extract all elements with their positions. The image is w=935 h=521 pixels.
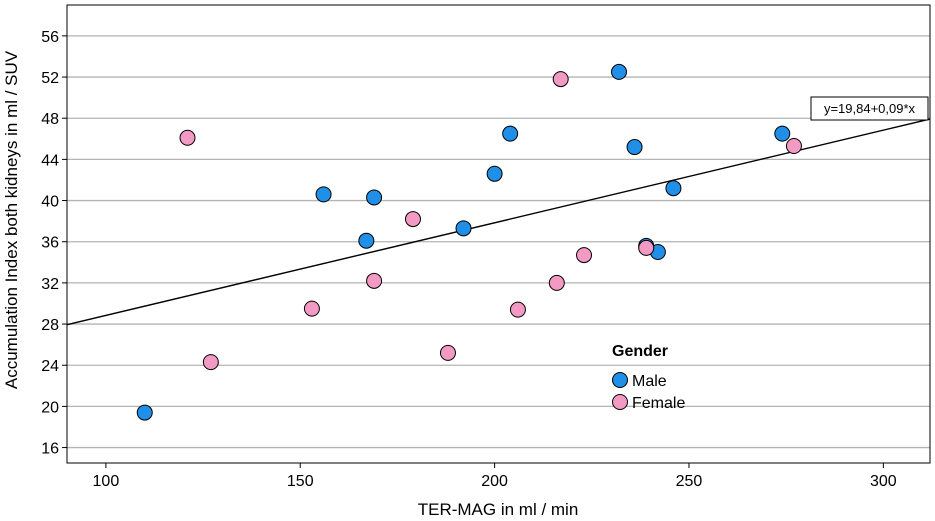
y-tick-label-36: 36 <box>41 235 59 252</box>
legend-label-male: Male <box>632 373 667 390</box>
point-male-3 <box>366 189 383 206</box>
point-female-8 <box>552 71 569 88</box>
x-tick-label-150: 150 <box>287 473 314 490</box>
point-female-6 <box>509 301 526 318</box>
fit-equation-box: y=19,84+0,09*x <box>810 96 929 121</box>
x-axis-title: TER-MAG in ml / min <box>418 500 579 519</box>
legend: Gender Male Female <box>612 343 685 412</box>
y-tick-label-48: 48 <box>41 111 59 128</box>
plot-frame <box>66 4 931 464</box>
point-female-11 <box>785 138 802 155</box>
point-male-0 <box>136 404 153 421</box>
point-male-2 <box>358 232 375 249</box>
y-axis-title: Accumulation Index both kidneys in ml / … <box>2 50 21 389</box>
y-axis-ticks: 16 20 24 28 32 36 40 44 48 52 56 <box>41 29 67 458</box>
fit-equation-label: y=19,84+0,09*x <box>824 101 916 116</box>
x-tick-label-250: 250 <box>676 473 703 490</box>
point-female-4 <box>404 211 421 228</box>
point-female-1 <box>202 354 219 371</box>
y-tick-label-24: 24 <box>41 358 59 375</box>
point-male-4 <box>455 220 472 237</box>
point-female-10 <box>638 239 655 256</box>
x-axis-ticks: 100 150 200 250 300 <box>93 463 897 490</box>
point-male-5 <box>486 165 503 182</box>
point-female-2 <box>303 300 320 317</box>
y-tick-label-32: 32 <box>41 276 59 293</box>
point-female-7 <box>548 274 565 291</box>
legend-title: Gender <box>612 343 668 360</box>
x-tick-label-300: 300 <box>870 473 897 490</box>
x-tick-label-200: 200 <box>481 473 508 490</box>
point-male-6 <box>502 125 519 142</box>
y-tick-label-20: 20 <box>41 399 59 416</box>
y-tick-label-56: 56 <box>41 29 59 46</box>
point-male-12 <box>774 125 791 142</box>
y-tick-label-16: 16 <box>41 441 59 458</box>
fit-equation-frame <box>810 96 929 121</box>
regression-line-group <box>66 118 931 326</box>
point-female-0 <box>179 129 196 146</box>
data-points <box>136 63 802 421</box>
point-male-1 <box>315 186 332 203</box>
y-tick-label-52: 52 <box>41 70 59 87</box>
legend-marker-female <box>612 394 628 410</box>
y-tick-label-40: 40 <box>41 194 59 211</box>
regression-line <box>66 118 931 326</box>
y-tick-label-44: 44 <box>41 152 59 169</box>
point-male-11 <box>665 180 682 197</box>
gridlines <box>67 35 930 449</box>
point-female-9 <box>576 247 593 264</box>
point-female-5 <box>439 344 456 361</box>
point-male-7 <box>611 63 628 80</box>
point-male-8 <box>626 139 643 156</box>
point-female-3 <box>366 272 383 289</box>
x-tick-label-100: 100 <box>93 473 120 490</box>
legend-marker-male <box>612 372 628 388</box>
legend-label-female: Female <box>632 395 685 412</box>
y-tick-label-28: 28 <box>41 317 59 334</box>
